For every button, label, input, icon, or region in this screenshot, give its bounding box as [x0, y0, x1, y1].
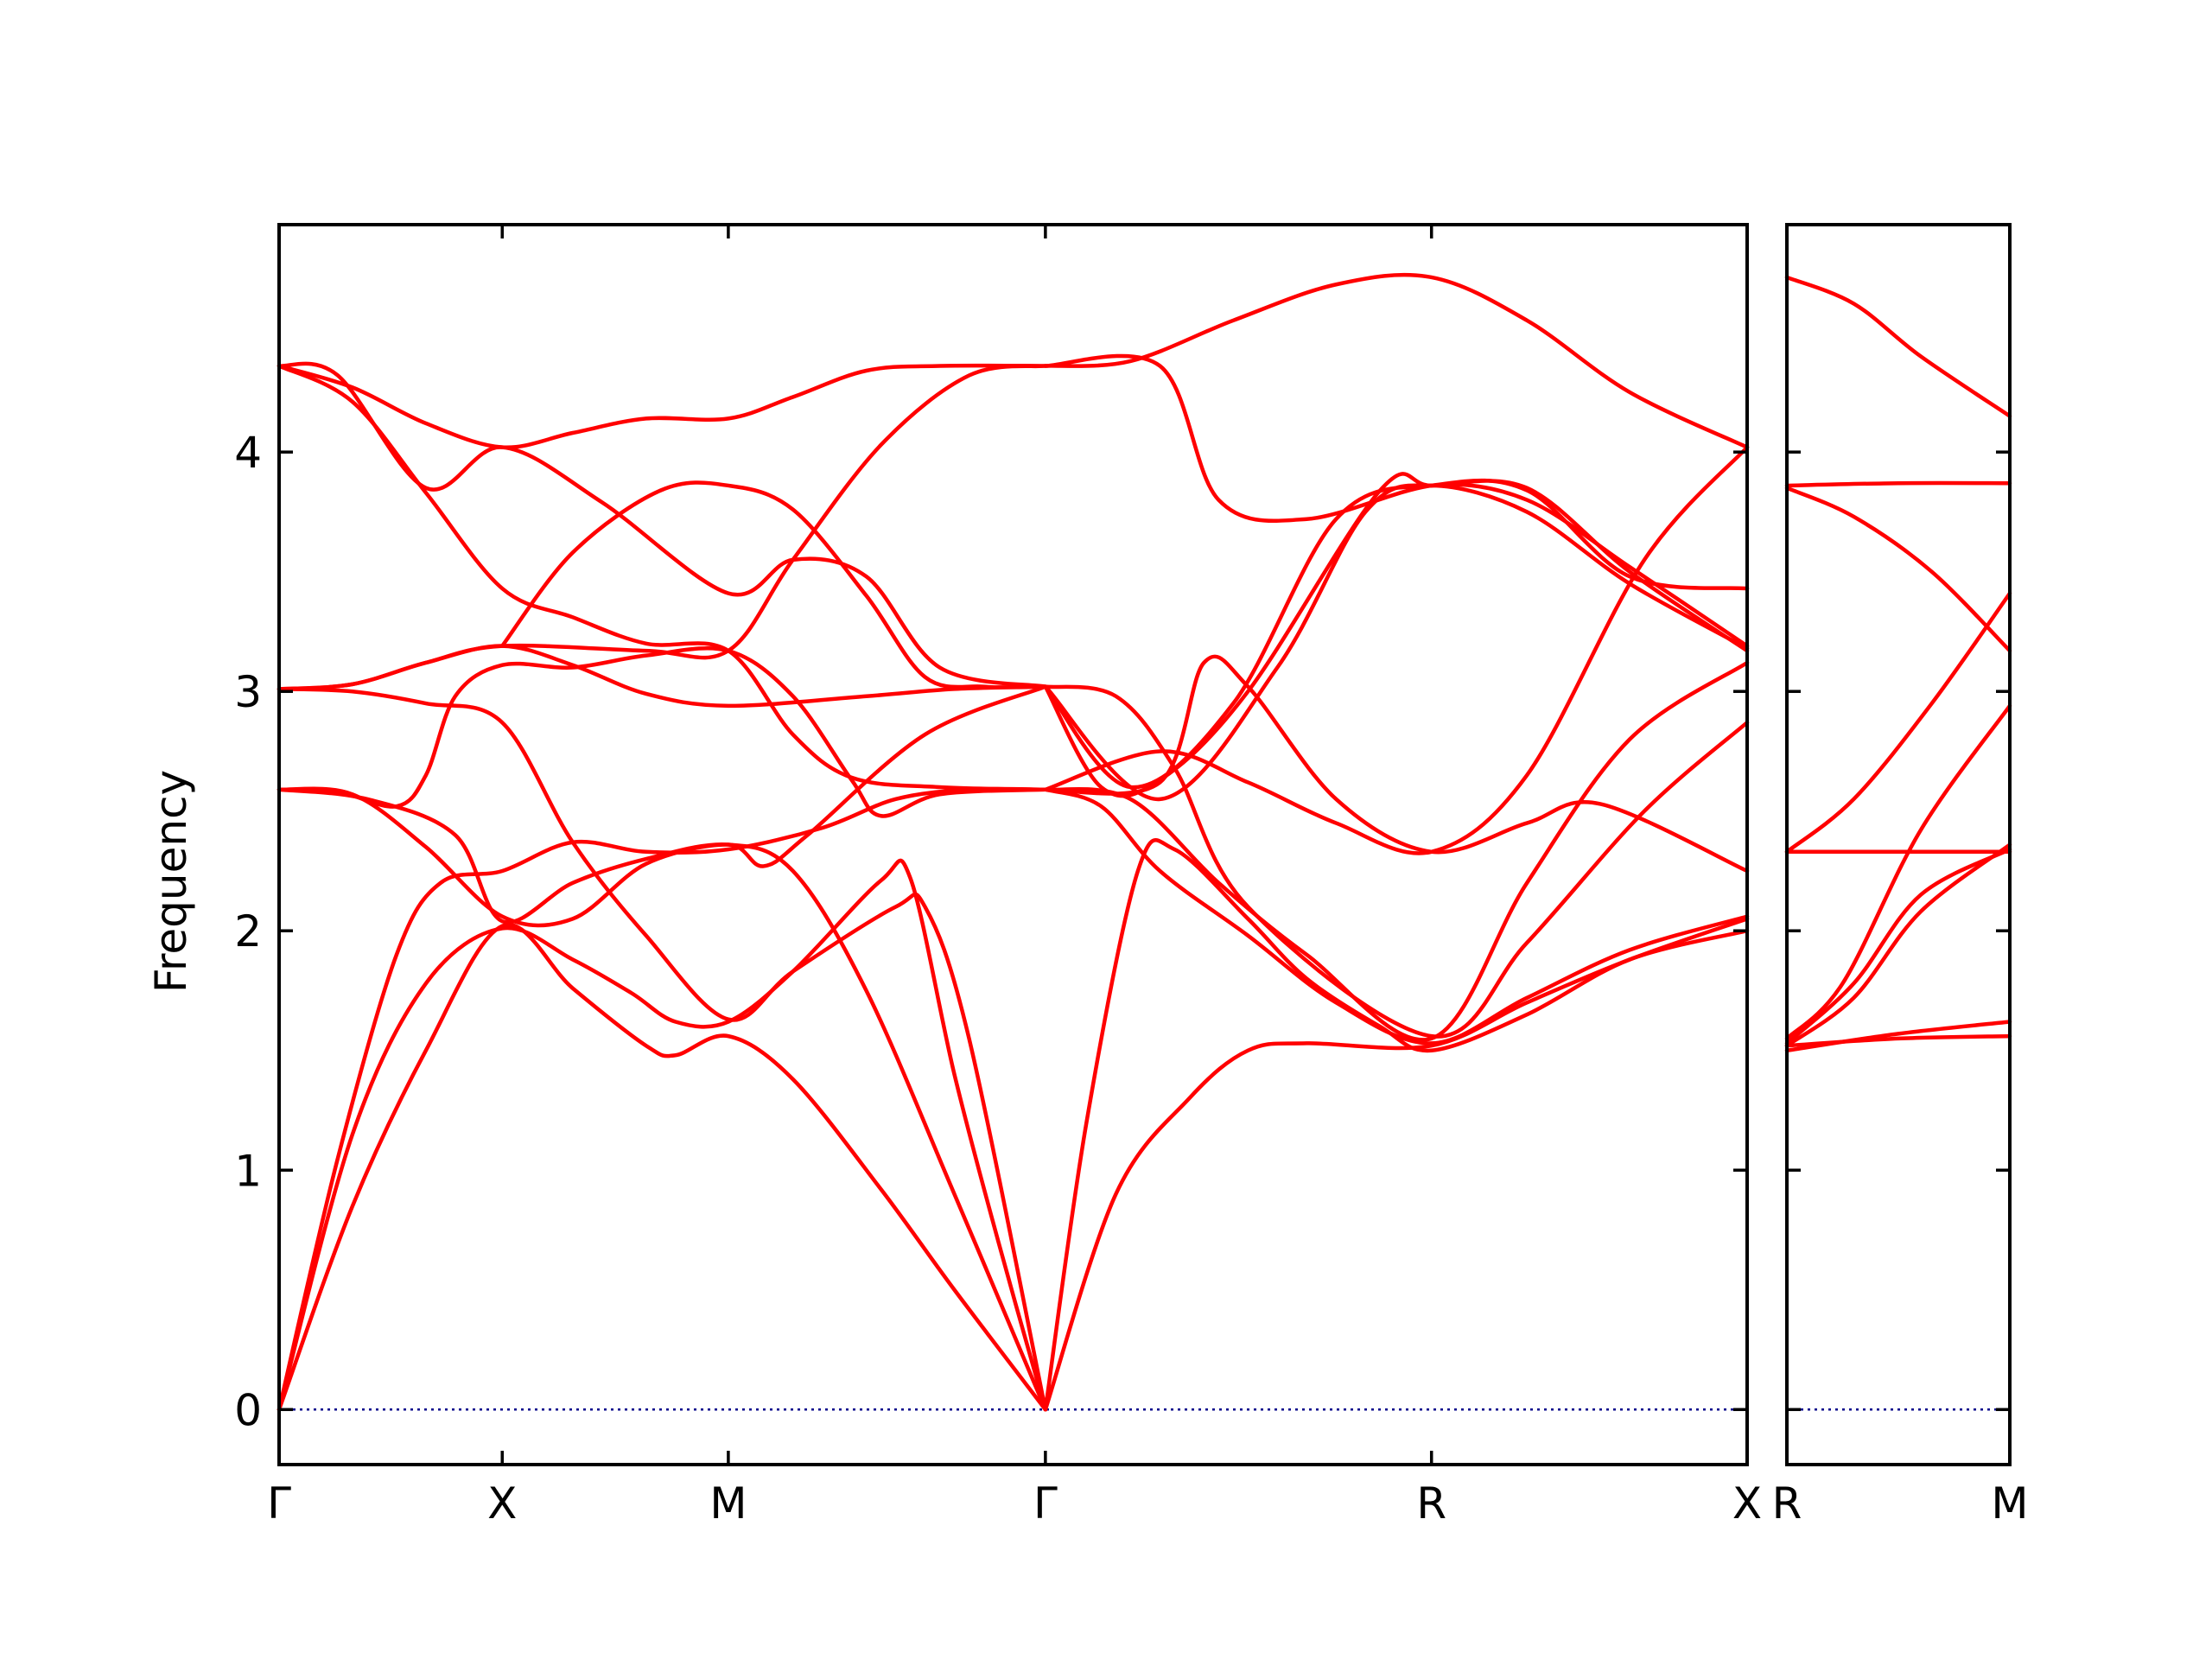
- band-line-3: [1784, 486, 2012, 653]
- x-tick-label: R: [1772, 1478, 1802, 1529]
- band-line-8: [1784, 842, 2012, 1048]
- band-line-14: [1043, 838, 1750, 1412]
- y-tick-label: 0: [234, 1385, 262, 1435]
- x-tick-label: M: [1991, 1478, 2028, 1529]
- band-line-3: [276, 786, 1048, 1412]
- band-line-7: [276, 687, 1048, 1412]
- band-line-25: [1043, 445, 1750, 855]
- x-tick-label: Γ: [267, 1478, 291, 1529]
- band-line-13: [276, 364, 1048, 691]
- band-line-12: [500, 480, 1048, 690]
- plot-frame: [1785, 223, 2012, 1466]
- main-panel: 0 1 2 3 4 Γ X M Γ R X: [234, 223, 1762, 1529]
- x-tick-label: Γ: [1033, 1478, 1058, 1529]
- band-line-17: [1043, 660, 1750, 1042]
- band-line-7: [1784, 847, 2012, 1046]
- band-line-2: [1784, 480, 2012, 488]
- band-line-1: [276, 858, 1048, 1412]
- band-line-9: [1784, 1020, 2012, 1052]
- y-tick-label: 3: [234, 667, 262, 717]
- band-line-23: [1043, 482, 1750, 790]
- band-line-20: [1043, 353, 1750, 591]
- band-line-1: [1784, 275, 2012, 418]
- y-tick-label: 1: [234, 1146, 262, 1196]
- band-line-6: [1784, 703, 2012, 1041]
- band-line-10: [276, 361, 1048, 689]
- x-tick-label: R: [1416, 1478, 1446, 1529]
- y-axis-label: Frequency: [146, 770, 196, 993]
- band-line-24: [1043, 472, 1750, 798]
- band-line-18: [1043, 684, 1750, 1039]
- band-line-16: [1043, 787, 1750, 1046]
- band-line-2: [276, 922, 1048, 1412]
- band-line-15: [1043, 917, 1750, 1412]
- x-tick-label: X: [487, 1478, 517, 1529]
- band-line-9: [276, 364, 1048, 792]
- band-line-22: [1043, 483, 1750, 802]
- y-tick-label: 4: [234, 428, 262, 478]
- band-line-4: [276, 787, 1048, 1412]
- x-tick-label: M: [709, 1478, 747, 1529]
- plot-frame: [277, 223, 1749, 1466]
- y-tick-label: 2: [234, 906, 262, 957]
- x-tick-label: X: [1732, 1478, 1762, 1529]
- band-line-19: [1043, 654, 1750, 874]
- band-line-4: [1784, 591, 2012, 855]
- band-line-11: [276, 363, 1048, 450]
- band-line-5: [276, 684, 1048, 928]
- band-line-6: [276, 645, 1048, 818]
- band-line-21: [1043, 272, 1750, 449]
- band-line-10: [1784, 1033, 2012, 1048]
